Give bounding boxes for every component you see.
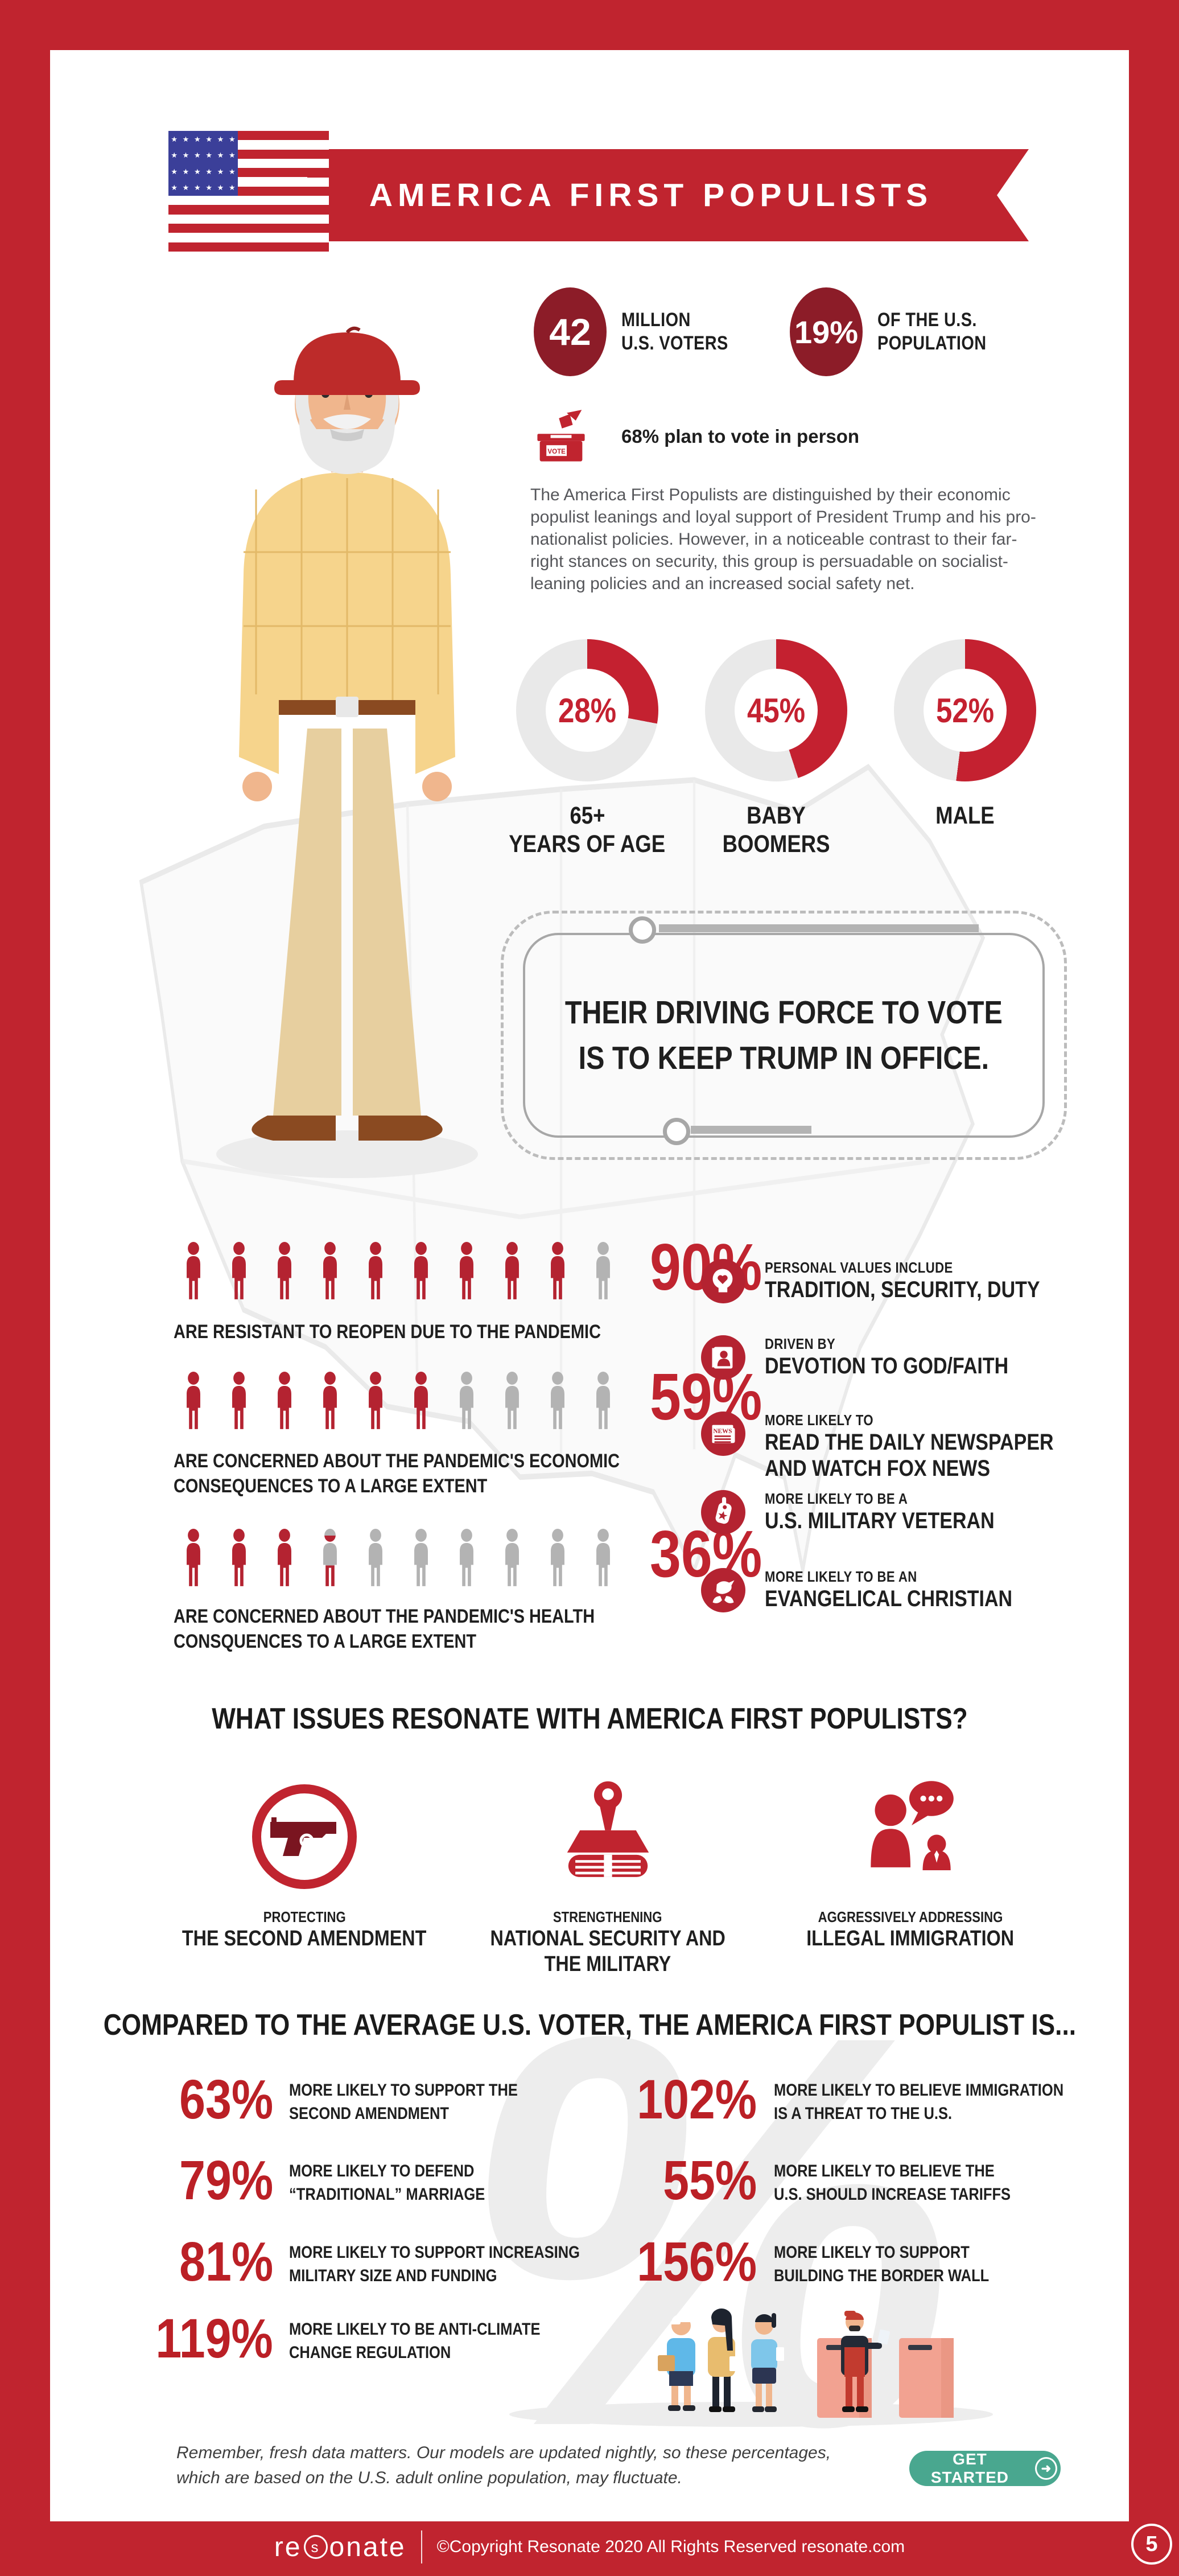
comparison-label: MORE LIKELY TO SUPPORT BUILDING THE BORDE… <box>774 2243 990 2285</box>
stat-label: MILLION <box>621 309 691 331</box>
newspaper-icon: NEWS <box>701 1412 745 1456</box>
quote-deco-bar-bottom <box>691 1126 811 1134</box>
tank-icon <box>448 1771 767 1894</box>
stat-us-voters: 42 MILLION U.S. VOTERS <box>534 287 747 376</box>
trait-veteran: MORE LIKELY TO BE A U.S. MILITARY VETERA… <box>701 1490 1065 1534</box>
title-banner: AMERICA FIRST POPULISTS <box>307 149 1029 241</box>
pictogram-value: 36% <box>650 1517 762 1591</box>
comparison-value: 55% <box>662 2149 757 2211</box>
data-freshness-note: Remember, fresh data matters. Our models… <box>176 2443 831 2487</box>
stat-us-population: 19% OF THE U.S. POPULATION <box>790 287 1005 376</box>
issues-title: WHAT ISSUES RESONATE WITH AMERICA FIRST … <box>211 1702 968 1735</box>
trait-news: NEWS MORE LIKELY TO READ THE DAILY NEWSP… <box>701 1412 1065 1482</box>
svg-text:VOTE: VOTE <box>547 448 566 455</box>
comparison-value: 81% <box>179 2231 273 2293</box>
get-started-button[interactable]: GET STARTED ➜ <box>909 2450 1061 2486</box>
comparison-value: 156% <box>637 2231 757 2293</box>
stat-label: U.S. VOTERS <box>621 332 728 354</box>
segment-description: The America First Populists are distingu… <box>530 485 1036 593</box>
quote-line: THEIR DRIVING FORCE TO VOTE <box>565 994 1003 1031</box>
donut-label-boomers: BABY BOOMERS <box>722 802 830 858</box>
quote-inner-border: THEIR DRIVING FORCE TO VOTE IS TO KEEP T… <box>523 933 1045 1138</box>
page-number-badge: 5 <box>1131 2524 1172 2565</box>
population-share-badge: 19% <box>790 287 863 376</box>
donut-value: 28% <box>558 691 617 730</box>
arrow-right-icon: ➜ <box>1034 2457 1057 2480</box>
voting-line-illustration <box>509 2308 993 2427</box>
us-flag-icon: ★ ★ ★ ★ ★ ★ ★ ★ ★ ★ ★ ★ ★ ★ ★ ★ ★ ★ ★ ★ ★ ★ ★ ★ <box>168 131 329 252</box>
comparison-value: 63% <box>179 2068 273 2130</box>
stat-label: OF THE U.S. <box>877 309 977 331</box>
quote-deco-dot-top <box>629 916 656 944</box>
resonate-logo: re s onate <box>274 2532 406 2562</box>
page-title: AMERICA FIRST POPULISTS <box>369 177 933 213</box>
quote-deco-dot-bottom <box>663 1118 690 1145</box>
pictogram-caption: ARE RESISTANT TO REOPEN DUE TO THE PANDE… <box>174 1321 601 1343</box>
pictogram-row-health <box>172 1529 624 1588</box>
copyright-text: ©Copyright Resonate 2020 All Rights Rese… <box>436 2537 905 2556</box>
trait-evangelical: MORE LIKELY TO BE AN EVANGELICAL CHRISTI… <box>701 1568 1065 1612</box>
divider <box>421 2530 422 2563</box>
comparison-label: MORE LIKELY TO SUPPORT INCREASING MILITAR… <box>289 2243 580 2285</box>
issue-second-amendment: PROTECTING THE SECOND AMENDMENT <box>145 1771 464 1952</box>
dove-hands-icon <box>701 1568 745 1612</box>
populist-man-illustration <box>216 326 478 1178</box>
quote-deco-bar-top <box>659 924 979 932</box>
issue-national-security: STRENGTHENING NATIONAL SECURITY AND THE M… <box>448 1771 767 1977</box>
comparison-value: 79% <box>179 2149 273 2211</box>
flag-canton: ★ ★ ★ ★ ★ ★ ★ ★ ★ ★ ★ ★ ★ ★ ★ ★ ★ ★ ★ ★ ★ ★ ★ ★ <box>168 131 238 196</box>
trait-values: PERSONAL VALUES INCLUDE TRADITION, SECUR… <box>701 1259 1065 1303</box>
quote-box: THEIR DRIVING FORCE TO VOTE IS TO KEEP T… <box>501 911 1067 1160</box>
donut-label-male: MALE <box>935 802 995 829</box>
comparison-label: MORE LIKELY TO DEFEND “TRADITIONAL” MARRI… <box>289 2162 485 2204</box>
donut-chart-male: 52% <box>894 639 1036 781</box>
donut-chart-age: 28% <box>516 639 658 781</box>
handgun-icon <box>145 1771 464 1894</box>
head-heart-icon <box>701 1259 745 1303</box>
comparison-label: MORE LIKELY TO SUPPORT THE SECOND AMENDME… <box>289 2081 518 2123</box>
svg-text:NEWS: NEWS <box>713 1428 732 1435</box>
pictogram-value: 59% <box>650 1360 762 1434</box>
comparison-title: COMPARED TO THE AVERAGE U.S. VOTER, THE … <box>103 2009 1076 2042</box>
faith-book-icon <box>701 1335 745 1380</box>
comparison-label: MORE LIKELY TO BE ANTI-CLIMATE CHANGE REG… <box>289 2320 541 2362</box>
ballot-box-icon: VOTE <box>537 410 585 462</box>
immigration-talk-icon <box>751 1771 1070 1894</box>
comparison-value: 102% <box>637 2068 757 2130</box>
donut-value: 45% <box>747 691 806 730</box>
pictogram-caption: ARE CONCERNED ABOUT THE PANDEMIC'S HEALT… <box>174 1606 595 1652</box>
bottom-bar: re s onate ©Copyright Resonate 2020 All Ri… <box>0 2530 1179 2563</box>
donut-chart-boomers: 45% <box>705 639 847 781</box>
comparison-value: 119% <box>155 2307 273 2369</box>
stat-label: POPULATION <box>877 332 987 354</box>
comparison-label: MORE LIKELY TO BELIEVE IMMIGRATION IS A T… <box>774 2081 1064 2123</box>
voters-count-badge: 42 <box>534 287 607 376</box>
donut-label-age: 65+ YEARS OF AGE <box>509 802 666 858</box>
dog-tag-icon <box>701 1490 745 1534</box>
donut-value: 52% <box>935 691 995 730</box>
vote-in-person-note: 68% plan to vote in person <box>621 426 860 447</box>
pictogram-row-economic <box>172 1372 624 1431</box>
quote-line: IS TO KEEP TRUMP IN OFFICE. <box>578 1040 990 1076</box>
pictogram-caption: ARE CONCERNED ABOUT THE PANDEMIC'S ECONO… <box>174 1450 620 1497</box>
issue-illegal-immigration: AGGRESSIVELY ADDRESSING ILLEGAL IMMIGRAT… <box>751 1771 1070 1952</box>
comparison-label: MORE LIKELY TO BELIEVE THE U.S. SHOULD IN… <box>774 2162 1011 2204</box>
pictogram-row-reopen <box>172 1242 624 1301</box>
trait-faith: DRIVEN BY DEVOTION TO GOD/FAITH <box>701 1335 1065 1380</box>
